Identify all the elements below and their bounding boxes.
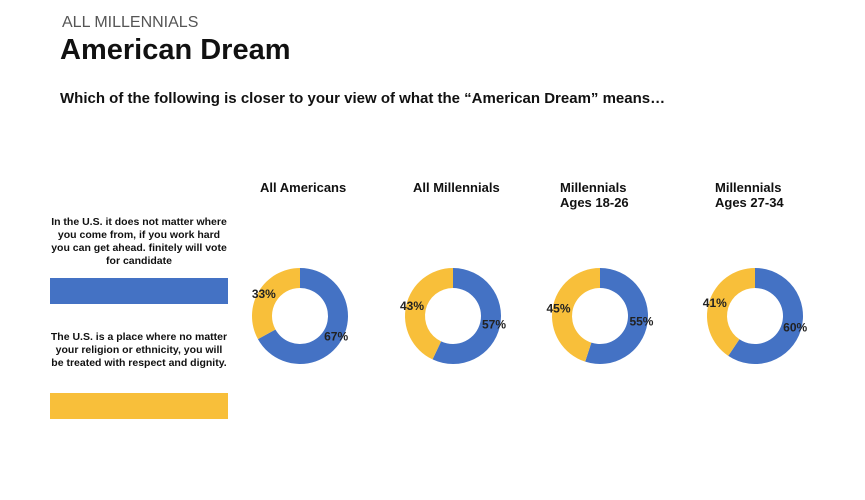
legend-label: The U.S. is a place where no matter your… bbox=[50, 331, 228, 369]
chart-title: All Americans bbox=[260, 180, 347, 195]
donut-slice bbox=[551, 268, 600, 362]
donut-slice bbox=[257, 268, 348, 364]
chart-title: All Millennials bbox=[413, 180, 500, 195]
chart-title: Millennials Ages 18-26 bbox=[560, 180, 629, 210]
donut-slice bbox=[728, 268, 804, 365]
value-label: 55% bbox=[629, 315, 653, 329]
donut-slice bbox=[707, 268, 755, 356]
legend-swatch bbox=[50, 278, 228, 304]
value-label: 60% bbox=[783, 320, 807, 334]
value-label: 57% bbox=[482, 317, 506, 331]
question: Which of the following is closer to your… bbox=[60, 90, 666, 107]
chart-title: Millennials Ages 27-34 bbox=[715, 180, 784, 210]
value-label: 41% bbox=[703, 296, 727, 310]
value-label: 33% bbox=[252, 287, 276, 301]
value-label: 67% bbox=[324, 330, 348, 344]
legend-swatch bbox=[50, 393, 228, 419]
donut-slice bbox=[252, 268, 300, 340]
donut-slice bbox=[432, 268, 501, 364]
donut-slice bbox=[585, 268, 648, 364]
value-label: 45% bbox=[547, 302, 571, 316]
value-label: 43% bbox=[400, 299, 424, 313]
kicker: ALL MILLENNIALS bbox=[62, 14, 199, 31]
page-title: American Dream bbox=[60, 34, 291, 66]
legend-label: In the U.S. it does not matter where you… bbox=[51, 216, 227, 267]
donut-slice bbox=[405, 268, 453, 360]
